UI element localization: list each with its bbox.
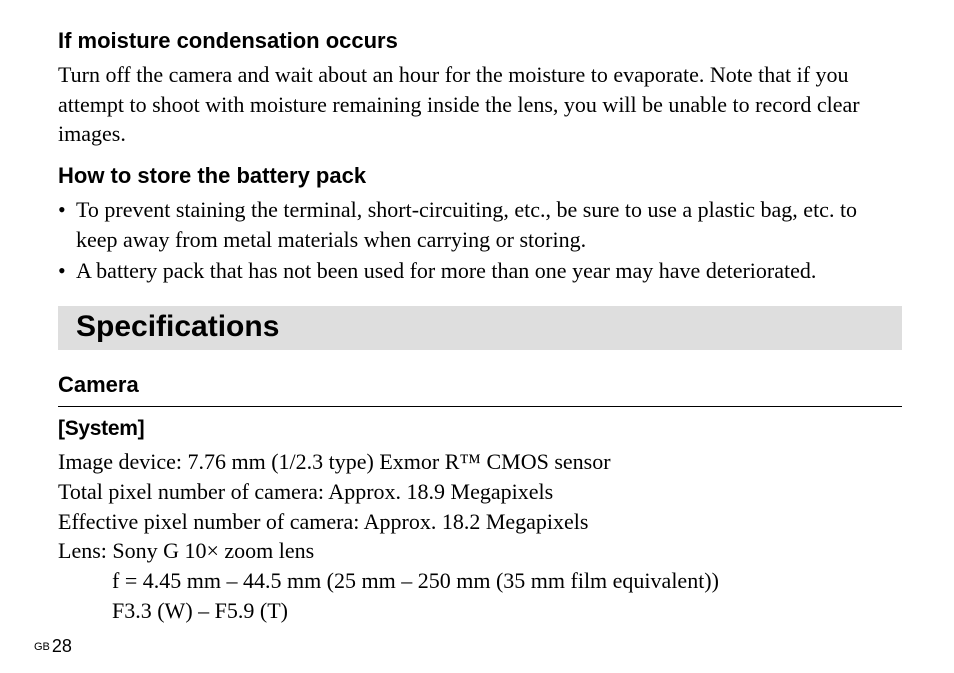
bullet-text: To prevent staining the terminal, short-…	[76, 195, 902, 254]
bullet-text: A battery pack that has not been used fo…	[76, 256, 902, 286]
moisture-heading: If moisture condensation occurs	[58, 28, 902, 54]
battery-heading: How to store the battery pack	[58, 163, 902, 189]
spec-line-indent: f = 4.45 mm – 44.5 mm (25 mm – 250 mm (3…	[58, 566, 902, 596]
section-divider	[58, 406, 902, 407]
system-heading: [System]	[58, 417, 902, 441]
footer-region: GB	[34, 641, 50, 653]
moisture-body: Turn off the camera and wait about an ho…	[58, 60, 902, 149]
spec-line: Effective pixel number of camera: Approx…	[58, 507, 902, 537]
camera-heading: Camera	[58, 372, 902, 398]
list-item: • To prevent staining the terminal, shor…	[58, 195, 902, 254]
bullet-icon: •	[58, 195, 76, 254]
specifications-banner: Specifications	[58, 306, 902, 350]
spec-line-indent: F3.3 (W) – F5.9 (T)	[58, 596, 902, 626]
spec-line: Total pixel number of camera: Approx. 18…	[58, 477, 902, 507]
list-item: • A battery pack that has not been used …	[58, 256, 902, 286]
spec-line: Lens: Sony G 10× zoom lens	[58, 536, 902, 566]
manual-page: If moisture condensation occurs Turn off…	[0, 0, 954, 673]
page-footer: GB28	[34, 636, 72, 657]
spec-line: Image device: 7.76 mm (1/2.3 type) Exmor…	[58, 447, 902, 477]
specifications-title: Specifications	[76, 310, 279, 343]
footer-page-number: 28	[52, 636, 72, 656]
battery-bullets: • To prevent staining the terminal, shor…	[58, 195, 902, 286]
bullet-icon: •	[58, 256, 76, 286]
